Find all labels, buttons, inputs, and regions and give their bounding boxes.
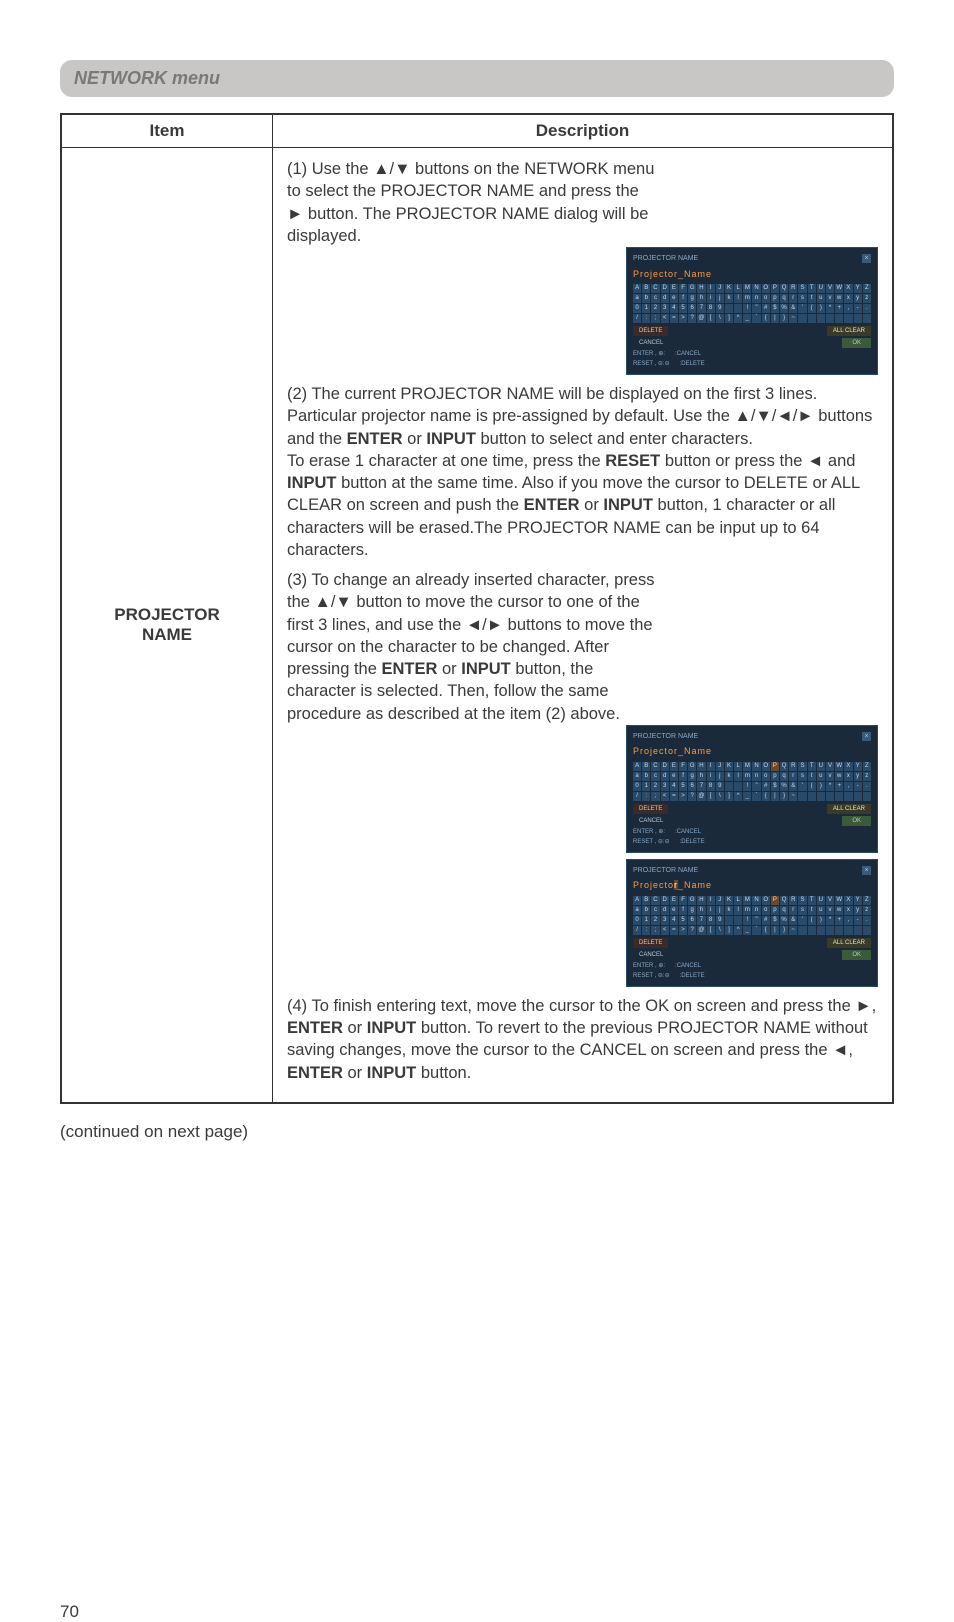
dialog1-ok: OK — [842, 338, 871, 348]
dialog2-delete: DELETE — [633, 804, 668, 814]
dialog2-allclear: ALL CLEAR — [827, 804, 871, 814]
item-cell: PROJECTOR NAME — [61, 148, 273, 1103]
dialog3-ok: OK — [842, 950, 871, 960]
dialog3-cancel: CANCEL — [633, 950, 669, 960]
item-name-line1: PROJECTOR — [114, 605, 220, 624]
close-icon: × — [862, 254, 871, 263]
desc-cell: (1) Use the ▲/▼ buttons on the NETWORK m… — [273, 148, 894, 1103]
step3-text: (3) To change an already inserted charac… — [287, 569, 655, 725]
dialog-mock-1: PROJECTOR NAME × Projector_Name ABCDEFGH… — [626, 247, 878, 375]
page-number: 70 — [60, 1602, 894, 1622]
dialog2-name: Projector_Name — [633, 746, 712, 756]
dialog3-title: PROJECTOR NAME — [633, 866, 698, 875]
dialog1-allclear: ALL CLEAR — [827, 326, 871, 336]
dialog-mock-2: PROJECTOR NAME × Projector_Name ABCDEFGH… — [626, 725, 878, 853]
dialog1-name: Projector_Name — [633, 269, 712, 279]
dialog1-hint-delete: :DELETE — [680, 360, 705, 368]
dialog3-allclear: ALL CLEAR — [827, 938, 871, 948]
item-name-line2: NAME — [142, 625, 192, 644]
dialog2-cancel: CANCEL — [633, 816, 669, 826]
dialog1-title: PROJECTOR NAME — [633, 254, 698, 263]
step4-text: (4) To finish entering text, move the cu… — [287, 995, 878, 1084]
dialog2-title: PROJECTOR NAME — [633, 732, 698, 741]
dialog3-name-pre: Projecto — [633, 880, 674, 890]
dialog1-hint-reset: RESET , ⊖:⊖ — [633, 360, 670, 368]
dialog3-delete: DELETE — [633, 938, 668, 948]
dialog3-name-post: _Name — [678, 880, 712, 890]
section-header: NETWORK menu — [60, 60, 894, 97]
dialog-mock-3: PROJECTOR NAME × Projector_Name ABCDEFGH… — [626, 859, 878, 987]
dialog1-hint-cancel: :CANCEL — [675, 350, 701, 358]
step1-text: (1) Use the ▲/▼ buttons on the NETWORK m… — [287, 158, 655, 247]
col-desc-header: Description — [273, 114, 894, 148]
dialog1-cancel: CANCEL — [633, 338, 669, 348]
col-item-header: Item — [61, 114, 273, 148]
close-icon: × — [862, 732, 871, 741]
dialog1-hint-enter: ENTER , ⊕: — [633, 350, 665, 358]
continued-note: (continued on next page) — [60, 1122, 894, 1142]
dialog1-delete: DELETE — [633, 326, 668, 336]
close-icon: × — [862, 866, 871, 875]
dialog2-ok: OK — [842, 816, 871, 826]
description-table: Item Description PROJECTOR NAME (1) Use … — [60, 113, 894, 1104]
step2-text: (2) The current PROJECTOR NAME will be d… — [287, 383, 878, 561]
